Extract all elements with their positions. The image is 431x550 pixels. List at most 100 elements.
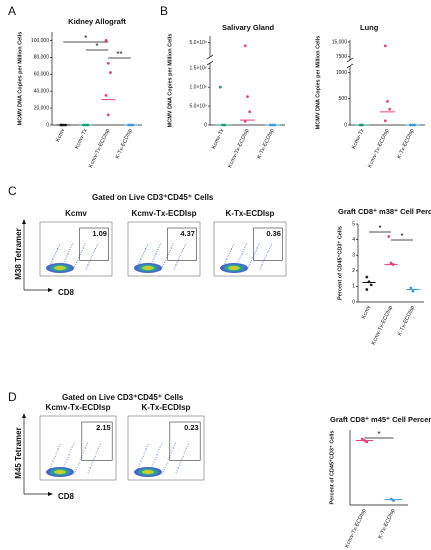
gate-value: 2.15 xyxy=(96,423,111,432)
flow-event xyxy=(177,466,179,468)
flow-event xyxy=(66,459,68,461)
significance-label: * xyxy=(84,34,87,43)
flow-event xyxy=(77,464,79,466)
flow-event xyxy=(156,454,158,456)
flow-event xyxy=(168,456,170,458)
panel-label: C xyxy=(8,184,17,198)
x-tick-label: Kcmv-Tx-ECDIsp xyxy=(371,305,394,346)
flow-event xyxy=(163,469,165,471)
flow-event xyxy=(173,444,175,446)
flow-event xyxy=(185,448,187,450)
flow-event xyxy=(172,243,174,245)
gate xyxy=(253,227,283,261)
flow-event xyxy=(54,455,56,457)
flow-event xyxy=(71,447,73,449)
flow-event xyxy=(89,466,91,468)
flow-event xyxy=(95,248,97,250)
flow-event xyxy=(165,257,167,259)
gate xyxy=(169,421,201,461)
data-point xyxy=(388,107,392,111)
flow-event xyxy=(146,244,148,246)
significance-label: * xyxy=(378,224,381,233)
flow-event xyxy=(77,257,79,259)
flow-event xyxy=(171,450,173,452)
x-tick-label: K-Tx-ECDIsp xyxy=(397,128,416,160)
data-point xyxy=(218,85,222,89)
flow-event xyxy=(175,264,177,266)
flow-event xyxy=(224,262,226,264)
y-tick-label: 60,000 xyxy=(34,72,50,78)
flow-event xyxy=(179,256,181,258)
flow-event xyxy=(226,258,228,260)
flow-event xyxy=(91,462,93,464)
flow-event xyxy=(269,248,271,250)
flow-event xyxy=(238,259,240,261)
flow-event xyxy=(50,465,52,467)
data-point xyxy=(106,113,110,117)
flow-event xyxy=(57,449,59,451)
flow-event xyxy=(86,266,88,268)
flow-event xyxy=(157,451,159,453)
gate-value: 0.36 xyxy=(266,229,281,238)
flow-event xyxy=(68,454,70,456)
gate xyxy=(81,421,113,461)
flow-event xyxy=(50,262,52,264)
flow-event xyxy=(88,262,90,264)
flow-event xyxy=(253,253,255,255)
flow-event xyxy=(99,443,101,445)
flow-event xyxy=(162,265,164,267)
flow-event xyxy=(179,462,181,464)
flow-event xyxy=(232,244,234,246)
flow-event xyxy=(142,455,144,457)
flow-event xyxy=(145,248,147,250)
flow-event xyxy=(161,473,163,475)
flow-event xyxy=(67,253,69,255)
flow-event xyxy=(258,243,260,245)
flow-event xyxy=(144,451,146,453)
x-tick-label: Kcmv xyxy=(55,128,66,143)
flow-event xyxy=(153,257,155,259)
flow-event xyxy=(251,257,253,259)
flow-event xyxy=(242,250,244,252)
data-point xyxy=(411,289,415,293)
flow-event xyxy=(86,442,88,444)
flow-event xyxy=(143,252,145,254)
flow-event xyxy=(78,462,80,464)
flow-x-label: CD8 xyxy=(58,288,75,297)
flow-event xyxy=(177,467,179,469)
flow-event xyxy=(80,251,82,253)
x-tick-label: Kcmv-Tx xyxy=(211,128,226,150)
flow-event xyxy=(257,245,259,247)
axis-break xyxy=(346,63,354,69)
flow-plot-name: Kcmv xyxy=(65,209,87,218)
flow-event xyxy=(70,247,72,249)
data-point xyxy=(104,39,108,42)
flow-event xyxy=(52,259,54,261)
y-axis-label: MCMV DNA Copies per Million Cells xyxy=(167,34,173,128)
flow-event xyxy=(69,249,71,251)
flow-event xyxy=(85,444,87,446)
chart-title: Salivary Gland xyxy=(222,23,275,32)
data-point xyxy=(246,95,249,99)
flow-event xyxy=(182,455,184,457)
flow-event xyxy=(75,263,77,265)
flow-event xyxy=(229,252,231,254)
flow-event xyxy=(170,247,172,249)
flow-event xyxy=(95,452,97,454)
flow-density xyxy=(145,266,151,270)
flow-event xyxy=(83,245,85,247)
data-point xyxy=(369,283,373,287)
flow-event xyxy=(183,246,185,248)
gate xyxy=(167,227,197,261)
data-point xyxy=(104,94,108,97)
flow-event xyxy=(57,249,59,251)
flow-event xyxy=(152,259,154,261)
data-point xyxy=(248,110,252,114)
flow-event xyxy=(145,246,147,248)
flow-event xyxy=(53,256,55,258)
flow-event xyxy=(72,444,74,446)
significance-label: * xyxy=(377,430,380,439)
flow-event xyxy=(154,459,156,461)
x-tick-label: K-Tx-ECDIsp xyxy=(257,128,276,160)
flow-event xyxy=(239,257,241,259)
